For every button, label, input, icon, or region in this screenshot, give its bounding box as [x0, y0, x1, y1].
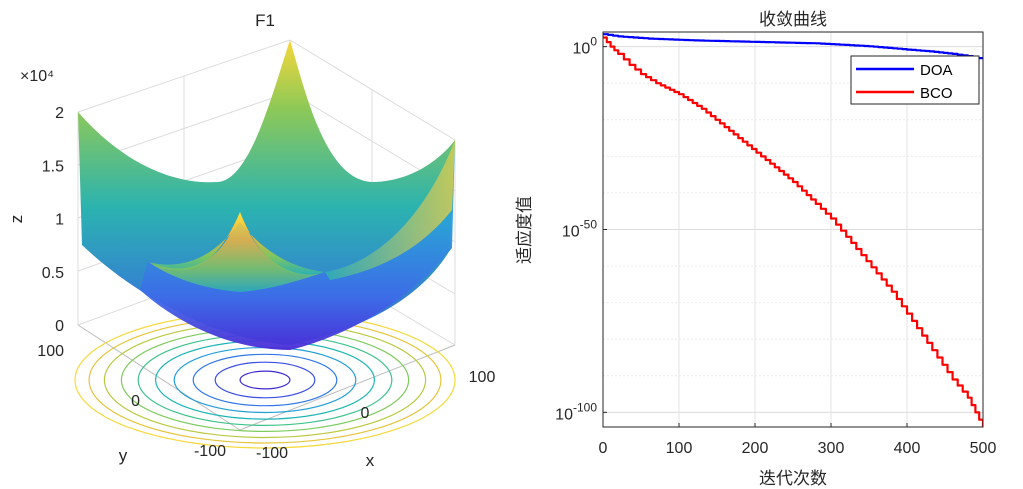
surface-title: F1	[255, 11, 275, 30]
x-tick-label: 400	[894, 440, 921, 457]
z-tick-label: 0	[55, 318, 64, 335]
y-tick-label: 10-50	[562, 218, 597, 241]
y-tick-label: 100	[573, 35, 598, 58]
legend-label-doa: DOA	[920, 62, 953, 79]
surface-front-peak	[148, 212, 325, 275]
x-tick-label: -100	[256, 445, 288, 462]
surface-front-peak-body	[150, 213, 322, 292]
surface-right-wing	[325, 140, 455, 280]
y-axis-label: y	[119, 446, 128, 465]
x-tick-label: 100	[469, 369, 496, 386]
z-tick-label: 1	[55, 212, 64, 229]
convergence-plot-panel: 收敛曲线 0 100 200 300 400 500 100 10-50 10-100 迭代次…	[515, 10, 996, 489]
contour-line	[239, 370, 291, 390]
z-tick-label: 1.5	[42, 158, 64, 175]
contour-line	[173, 346, 357, 414]
y-tick-label: 0	[131, 393, 140, 410]
x-tick-label: 100	[666, 440, 693, 457]
z-axis: ×10⁴ 0 0.5 1 1.5 2 z	[7, 68, 64, 335]
x-axis: -100 0 100 x	[256, 369, 495, 470]
x-tick-label: 0	[361, 405, 370, 422]
contour-line	[155, 340, 376, 420]
y-axis: 100 0 -100 y	[37, 343, 226, 465]
convergence-series	[603, 33, 983, 427]
convergence-y-label: 适应度值	[515, 196, 535, 264]
x-tick-label: 0	[599, 440, 608, 457]
z-tick-label: 0.5	[42, 265, 64, 282]
contour-line	[214, 361, 316, 399]
y-tick-label: 10-100	[555, 400, 597, 423]
legend-box	[850, 55, 980, 105]
y-tick-label: 100	[37, 343, 64, 360]
surface-plot-panel: F1	[7, 11, 495, 470]
series-line-doa	[603, 33, 983, 60]
z-exponent-label: ×10⁴	[20, 68, 54, 85]
x-tick-label: 500	[970, 440, 997, 457]
y-tick-label: -100	[194, 443, 226, 460]
z-tick-label: 2	[55, 105, 64, 122]
surface-front-region	[140, 140, 455, 350]
series-line-bco	[603, 36, 983, 427]
contour-line	[192, 353, 338, 407]
x-tick-label: 300	[818, 440, 845, 457]
surface-mesh	[78, 40, 455, 350]
legend: DOA BCO	[850, 55, 980, 105]
convergence-x-label: 迭代次数	[759, 469, 827, 489]
convergence-title: 收敛曲线	[759, 10, 827, 30]
legend-label-bco: BCO	[920, 85, 953, 102]
z-axis-label: z	[7, 215, 26, 224]
x-tick-label: 200	[742, 440, 769, 457]
x-axis-label: x	[366, 451, 375, 470]
